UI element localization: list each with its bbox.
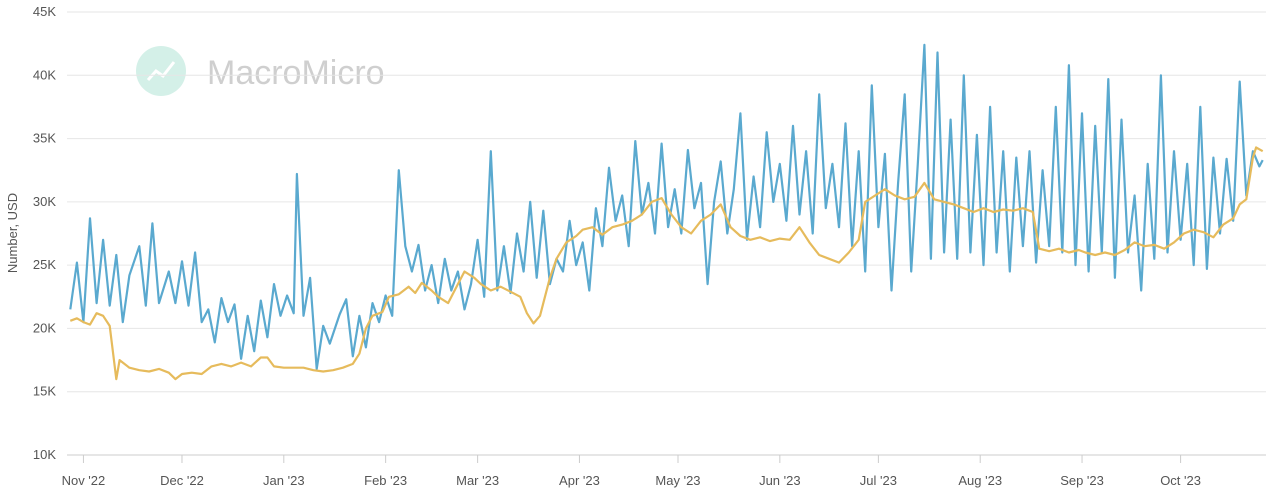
x-axis-ticks: Nov '22 Dec '22 Jan '23 Feb '23 Mar '23 Apr '… bbox=[62, 455, 1201, 488]
series bbox=[69, 43, 1264, 381]
x-tick-label: Nov '22 bbox=[62, 473, 106, 488]
series-line-2 bbox=[69, 146, 1264, 381]
x-tick-label: Apr '23 bbox=[559, 473, 600, 488]
y-tick-label: 30K bbox=[33, 194, 56, 209]
x-tick-label: Dec '22 bbox=[160, 473, 204, 488]
y-tick-label: 25K bbox=[33, 257, 56, 272]
y-tick-label: 45K bbox=[33, 4, 56, 19]
x-tick-label: May '23 bbox=[655, 473, 700, 488]
chart-logo-icon bbox=[136, 46, 186, 96]
x-tick-label: Jun '23 bbox=[759, 473, 801, 488]
x-tick-label: Jul '23 bbox=[860, 473, 897, 488]
x-tick-label: Jan '23 bbox=[263, 473, 305, 488]
x-tick-label: Feb '23 bbox=[364, 473, 407, 488]
x-tick-label: Mar '23 bbox=[456, 473, 499, 488]
x-tick-label: Sep '23 bbox=[1060, 473, 1104, 488]
y-axis-ticks: 10K 15K 20K 25K 30K 35K 40K 45K bbox=[33, 4, 56, 462]
y-tick-label: 15K bbox=[33, 384, 56, 399]
x-tick-label: Aug '23 bbox=[958, 473, 1002, 488]
x-tick-label: Oct '23 bbox=[1160, 473, 1201, 488]
y-axis-label: Number, USD bbox=[5, 193, 20, 273]
y-tick-label: 35K bbox=[33, 131, 56, 146]
y-tick-label: 40K bbox=[33, 67, 56, 82]
series-line-1 bbox=[69, 43, 1264, 370]
y-tick-label: 20K bbox=[33, 320, 56, 335]
y-tick-label: 10K bbox=[33, 447, 56, 462]
watermark: MacroMicro bbox=[136, 46, 385, 96]
watermark-text: MacroMicro bbox=[207, 54, 385, 92]
